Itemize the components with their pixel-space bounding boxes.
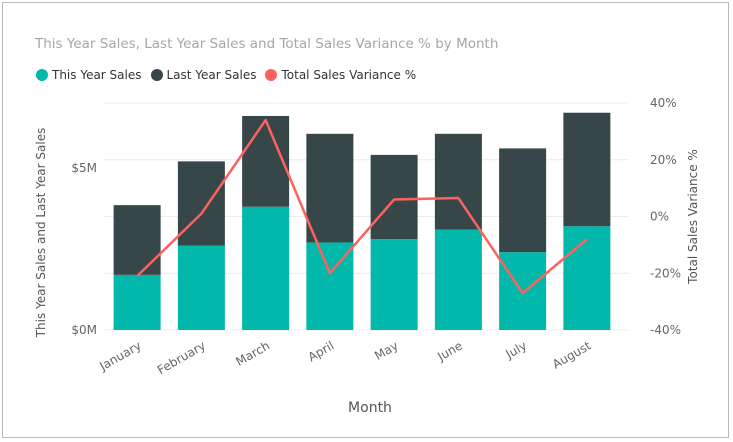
legend-swatch-variance [265,69,278,81]
legend-swatch-last-year [150,69,163,81]
legend-label-last-year: Last Year Sales [166,68,257,82]
bar-last-year [370,154,418,240]
chart-legend: This Year Sales Last Year Sales Total Sa… [36,68,425,82]
legend-item-variance[interactable]: Total Sales Variance % [265,68,416,82]
x-tick-label: January [96,338,143,373]
x-tick-label: March [233,338,272,368]
legend-swatch-this-year [36,69,48,81]
bar-this-year [563,226,611,330]
bar-last-year [563,112,611,227]
bar-this-year [113,274,161,330]
y2-tick-label: 20% [650,153,677,167]
bar-last-year [113,205,161,275]
x-tick-label: April [306,338,337,364]
bar-last-year [177,161,225,246]
bar-this-year [370,239,418,330]
variance-line [136,118,588,295]
y-tick-label: $0M [71,323,97,337]
y2-tick-label: -40% [650,323,681,337]
bar-this-year [177,245,225,330]
bar-this-year [242,206,290,330]
bar-last-year [499,148,547,253]
legend-label-this-year: This Year Sales [52,68,142,82]
y2-tick-label: 40% [650,96,677,110]
x-tick-label: August [550,338,594,371]
bar-last-year [434,133,482,230]
bar-this-year [434,229,482,330]
y-tick-label: $5M [71,161,97,175]
legend-label-variance: Total Sales Variance % [281,68,417,82]
x-tick-label: July [503,338,530,361]
x-tick-label: June [434,338,465,364]
bar-last-year [242,115,290,207]
y2-tick-label: -20% [650,266,681,280]
y2-tick-label: 0% [650,210,669,224]
x-tick-label: May [372,338,400,363]
x-axis-title: Month [348,400,392,416]
bar-last-year [306,133,354,243]
legend-item-last-year[interactable]: Last Year Sales [150,68,257,82]
chart-title: This Year Sales, Last Year Sales and Tot… [35,36,499,52]
x-tick-label: February [155,338,208,377]
y-axis-title: This Year Sales and Last Year Sales [34,128,48,339]
legend-item-this-year[interactable]: This Year Sales [36,68,142,82]
y2-axis-title: Total Sales Variance % [686,149,700,285]
